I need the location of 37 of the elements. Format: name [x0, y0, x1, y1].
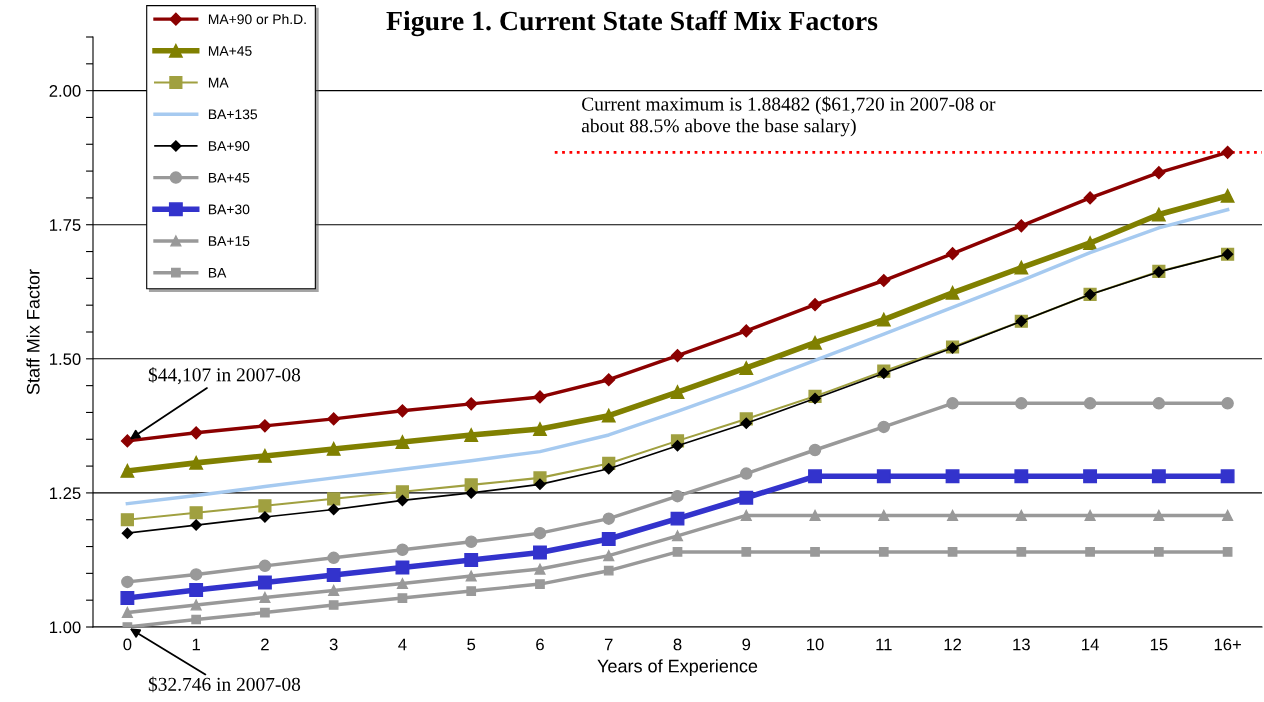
x-tick-label: 13 — [1013, 638, 1030, 651]
legend-label: BA+45 — [208, 172, 250, 183]
x-tick-label: 4 — [398, 638, 407, 651]
annotation: $44,107 in 2007-08 — [148, 367, 301, 385]
x-tick-label: 9 — [742, 638, 751, 651]
y-tick-label: 1.25 — [50, 487, 81, 500]
x-tick-label: 3 — [329, 638, 338, 651]
x-tick-label: 14 — [1082, 638, 1099, 651]
x-tick-label: 15 — [1150, 638, 1168, 651]
annotation: $32.746 in 2007-08 — [148, 676, 301, 693]
legend-label: MA+45 — [208, 46, 252, 56]
y-tick-label: 1.00 — [50, 621, 81, 634]
y-tick-label: 1.50 — [50, 353, 81, 366]
x-axis-title: Years of Experience — [597, 659, 758, 677]
x-tick-label: 2 — [261, 638, 269, 651]
x-tick-label: 10 — [807, 638, 824, 651]
x-tick-label: 16+ — [1214, 638, 1241, 651]
x-tick-label: 7 — [604, 638, 613, 651]
legend-label: BA+30 — [208, 204, 250, 215]
legend-label: BA+90 — [208, 141, 250, 151]
x-tick-label: 6 — [536, 638, 544, 651]
x-tick-label: 5 — [467, 638, 476, 651]
x-tick-label: 1 — [192, 638, 200, 651]
y-tick-label: 2.00 — [49, 85, 81, 97]
y-tick-label: 1.75 — [50, 219, 81, 231]
ref-line-label: Current maximum is 1.88482 ($61,720 in 2007-08 or about 88.5% above the base salary) — [581, 96, 996, 137]
x-tick-label: 8 — [673, 638, 682, 651]
legend-label: BA+135 — [208, 109, 258, 120]
legend-label: MA+90 or Ph.D. — [208, 13, 306, 25]
legend-label: BA — [208, 268, 227, 278]
x-tick-label: 12 — [944, 638, 961, 651]
legend-label: MA — [208, 77, 229, 88]
x-tick-label: 11 — [876, 638, 892, 651]
chart-title: Figure 1. Current State Staff Mix Factors — [386, 10, 878, 37]
legend-label: BA+15 — [208, 236, 250, 247]
y-axis-title: Staff Mix Factor — [26, 269, 40, 395]
x-tick-label: 0 — [123, 638, 132, 651]
